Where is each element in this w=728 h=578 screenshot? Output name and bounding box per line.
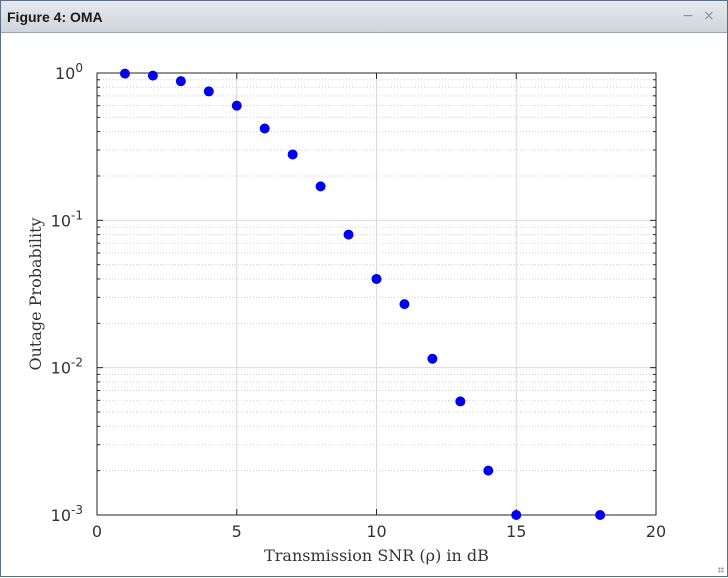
close-icon[interactable]: × xyxy=(703,8,715,24)
y-tick-label: 10-2 xyxy=(51,356,83,378)
y-tick-label: 10-1 xyxy=(51,208,83,230)
grid-layer xyxy=(97,72,656,516)
y-tick-label: 10-3 xyxy=(51,503,83,525)
outage-probability-chart: 0 5 10 15 20 100 10-1 10-2 10-3 Transmission SNR… xyxy=(26,61,667,565)
data-point xyxy=(147,70,158,81)
data-point xyxy=(175,76,186,87)
title-bar[interactable]: Figure 4: OMA − × xyxy=(1,1,727,33)
data-point xyxy=(315,181,326,192)
data-point xyxy=(231,100,242,111)
x-tick-label: 20 xyxy=(646,522,666,541)
data-point xyxy=(595,510,606,520)
data-point xyxy=(119,68,130,79)
minimize-icon[interactable]: − xyxy=(682,8,694,24)
x-tick-label: 5 xyxy=(232,522,242,541)
x-tick-label: 15 xyxy=(506,522,526,541)
data-point xyxy=(399,299,410,310)
plot-area: 0 5 10 15 20 100 10-1 10-2 10-3 Transmission SNR… xyxy=(1,33,727,578)
x-tick-label: 10 xyxy=(366,522,386,541)
x-axis-label: Transmission SNR (ρ) in dB xyxy=(264,546,489,565)
data-point xyxy=(259,123,270,134)
marker-layer xyxy=(119,68,606,520)
data-point xyxy=(427,353,438,364)
y-axis-label: Outage Probability xyxy=(26,217,45,370)
data-point xyxy=(287,149,298,160)
y-tick-label: 100 xyxy=(55,61,83,83)
resize-grip-icon[interactable] xyxy=(718,567,724,573)
data-point xyxy=(343,229,354,240)
label-layer: 0 5 10 15 20 100 10-1 10-2 10-3 xyxy=(51,61,667,541)
data-point xyxy=(483,465,494,476)
data-point xyxy=(511,510,522,520)
data-point xyxy=(455,396,466,407)
data-point xyxy=(203,86,214,97)
x-tick-label: 0 xyxy=(92,522,102,541)
data-point xyxy=(371,273,382,284)
window-title: Figure 4: OMA xyxy=(7,9,103,25)
